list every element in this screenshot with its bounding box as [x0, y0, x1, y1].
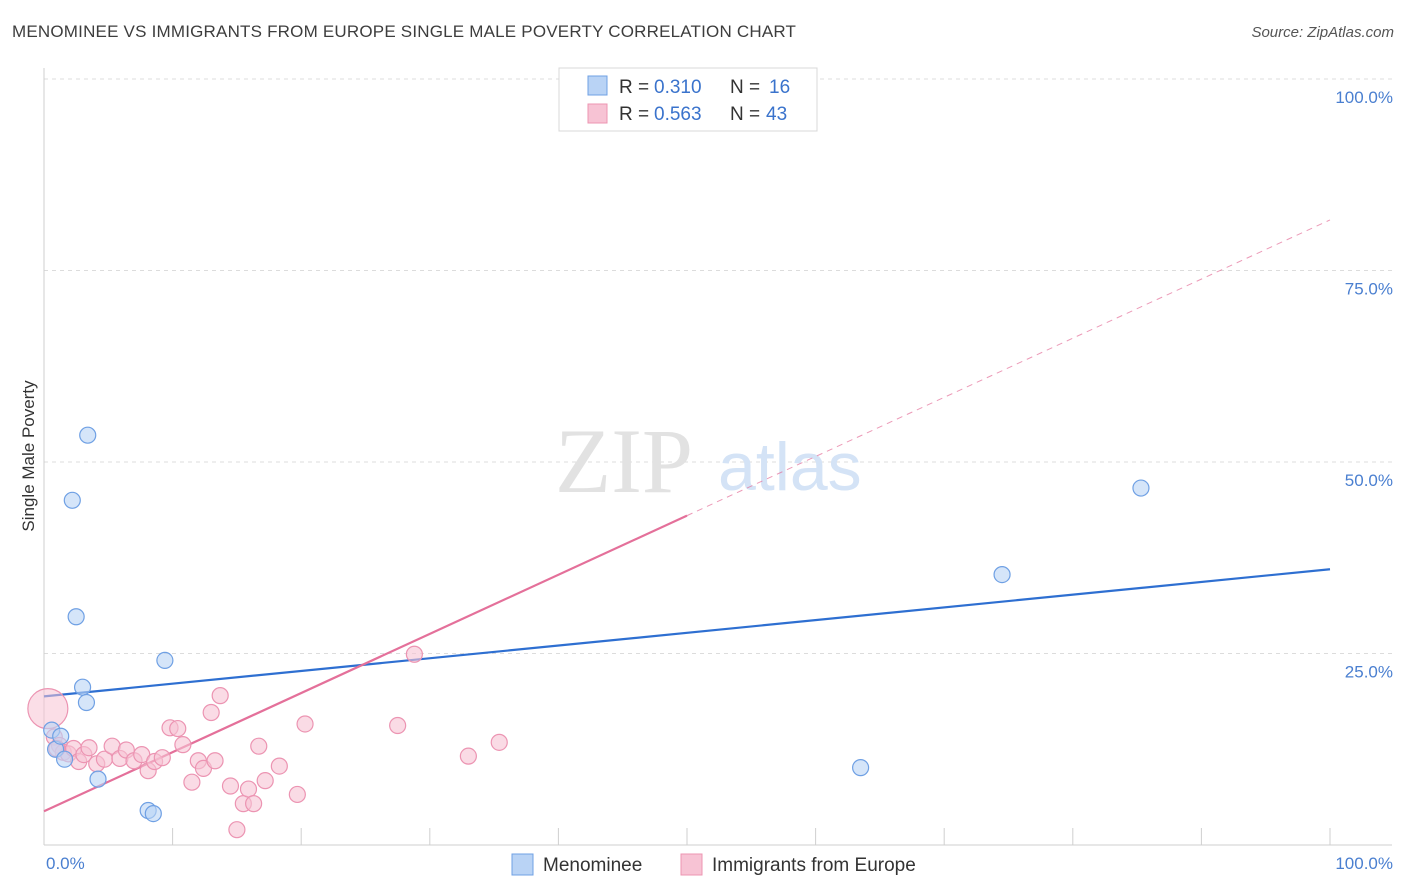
legend-n-label-blue: N = [730, 77, 760, 98]
point-menominee [144, 804, 162, 823]
point-menominee [63, 491, 81, 509]
y-tick-label: 75.0% [1345, 280, 1393, 299]
y-tick-label: 50.0% [1345, 471, 1393, 490]
point-immigrants-europe [80, 739, 98, 757]
point-menominee [52, 727, 70, 745]
legend-r-label-blue: R = [619, 77, 649, 98]
point-immigrants-europe [153, 749, 171, 767]
trend-line-pink-extension [686, 219, 1331, 517]
point-immigrants-europe [256, 772, 274, 790]
point-immigrants-europe [211, 687, 229, 705]
trend-lines [43, 219, 1331, 813]
legend-n-value-pink: 43 [766, 104, 787, 125]
legend-n-value-blue: 16 [769, 77, 790, 98]
y-tick-label: 25.0% [1345, 663, 1393, 682]
series-legend: Menominee Immigrants from Europe [511, 853, 916, 876]
point-immigrants-europe [389, 716, 407, 735]
point-menominee [77, 693, 96, 712]
point-immigrants-europe [459, 747, 477, 765]
point-immigrants-europe [228, 821, 246, 839]
point-immigrants-europe [202, 703, 220, 722]
chart-title: MENOMINEE VS IMMIGRANTS FROM EUROPE SING… [12, 22, 797, 41]
point-immigrants-europe [296, 715, 314, 733]
legend-r-label-pink: R = [619, 104, 649, 125]
legend-swatch-menominee [511, 853, 534, 876]
point-menominee [73, 678, 92, 696]
watermark-atlas: atlas [718, 429, 862, 505]
point-menominee [156, 651, 174, 669]
x-tick-label-min: 0.0% [46, 854, 85, 873]
point-menominee [67, 608, 85, 626]
trend-line-blue [43, 568, 1331, 698]
legend-swatch-blue [587, 75, 608, 96]
point-immigrants-europe [206, 752, 224, 770]
point-menominee [79, 426, 97, 444]
y-tick-label: 100.0% [1335, 88, 1393, 107]
source-label: Source: ZipAtlas.com [1251, 24, 1394, 41]
point-immigrants-europe [270, 757, 288, 775]
data-points [27, 426, 1150, 839]
watermark: ZIP atlas [555, 410, 862, 512]
point-immigrants-europe [250, 737, 268, 755]
legend-swatch-pink [587, 103, 608, 124]
legend-swatch-immigrants [680, 853, 703, 876]
point-menominee [89, 770, 107, 788]
point-immigrants-europe [183, 773, 201, 791]
watermark-zip: ZIP [555, 410, 693, 512]
grid [44, 78, 1392, 654]
correlation-legend: R = 0.310 N = 16 R = 0.563 N = 43 [558, 67, 818, 132]
point-menominee [993, 566, 1011, 584]
point-immigrants-europe [288, 785, 306, 804]
x-tick-label-max: 100.0% [1335, 854, 1393, 873]
legend-label-menominee: Menominee [543, 855, 642, 876]
point-menominee [55, 750, 74, 768]
legend-r-value-pink: 0.563 [654, 104, 702, 125]
point-immigrants-europe [239, 780, 258, 798]
legend-r-value-blue: 0.310 [654, 77, 702, 98]
point-immigrants-europe [245, 795, 263, 813]
legend-n-label-pink: N = [730, 104, 760, 125]
legend-label-immigrants: Immigrants from Europe [712, 855, 916, 876]
y-tick-labels: 25.0% 50.0% 75.0% 100.0% [1335, 88, 1393, 682]
point-immigrants-europe [169, 719, 187, 738]
point-menominee [852, 759, 870, 777]
point-immigrants-europe [405, 645, 423, 663]
point-menominee [1132, 479, 1150, 497]
point-immigrants-europe [490, 733, 508, 751]
y-axis-title: Single Male Poverty [19, 380, 38, 532]
point-immigrants-europe [174, 736, 192, 754]
point-immigrants-europe [221, 777, 240, 795]
